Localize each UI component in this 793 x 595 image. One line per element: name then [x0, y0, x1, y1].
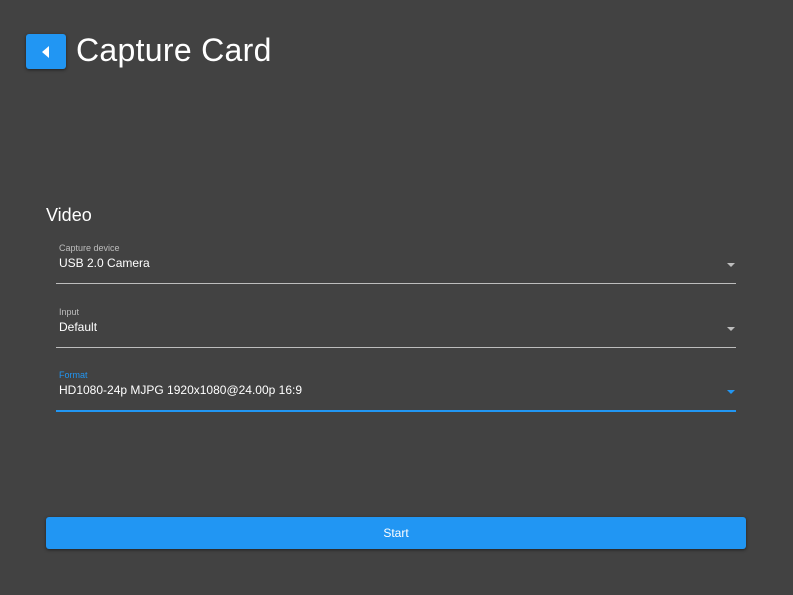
input-select[interactable]: Input Default	[56, 307, 736, 348]
dropdown-arrow-icon	[727, 390, 735, 394]
field-value: HD1080-24p MJPG 1920x1080@24.00p 16:9	[59, 383, 303, 397]
page-title: Capture Card	[76, 32, 272, 68]
start-button[interactable]: Start	[46, 517, 746, 549]
field-label: Input	[59, 307, 80, 317]
dropdown-arrow-icon	[727, 263, 735, 267]
chevron-left-icon	[41, 45, 49, 58]
dropdown-arrow-icon	[727, 327, 735, 331]
field-label: Capture device	[59, 243, 120, 253]
format-select[interactable]: Format HD1080-24p MJPG 1920x1080@24.00p …	[56, 370, 736, 412]
field-value: USB 2.0 Camera	[59, 256, 150, 270]
section-title-video: Video	[46, 205, 92, 225]
field-label: Format	[59, 370, 88, 380]
back-button[interactable]	[26, 34, 66, 69]
capture-device-select[interactable]: Capture device USB 2.0 Camera	[56, 243, 736, 284]
field-value: Default	[59, 320, 98, 334]
